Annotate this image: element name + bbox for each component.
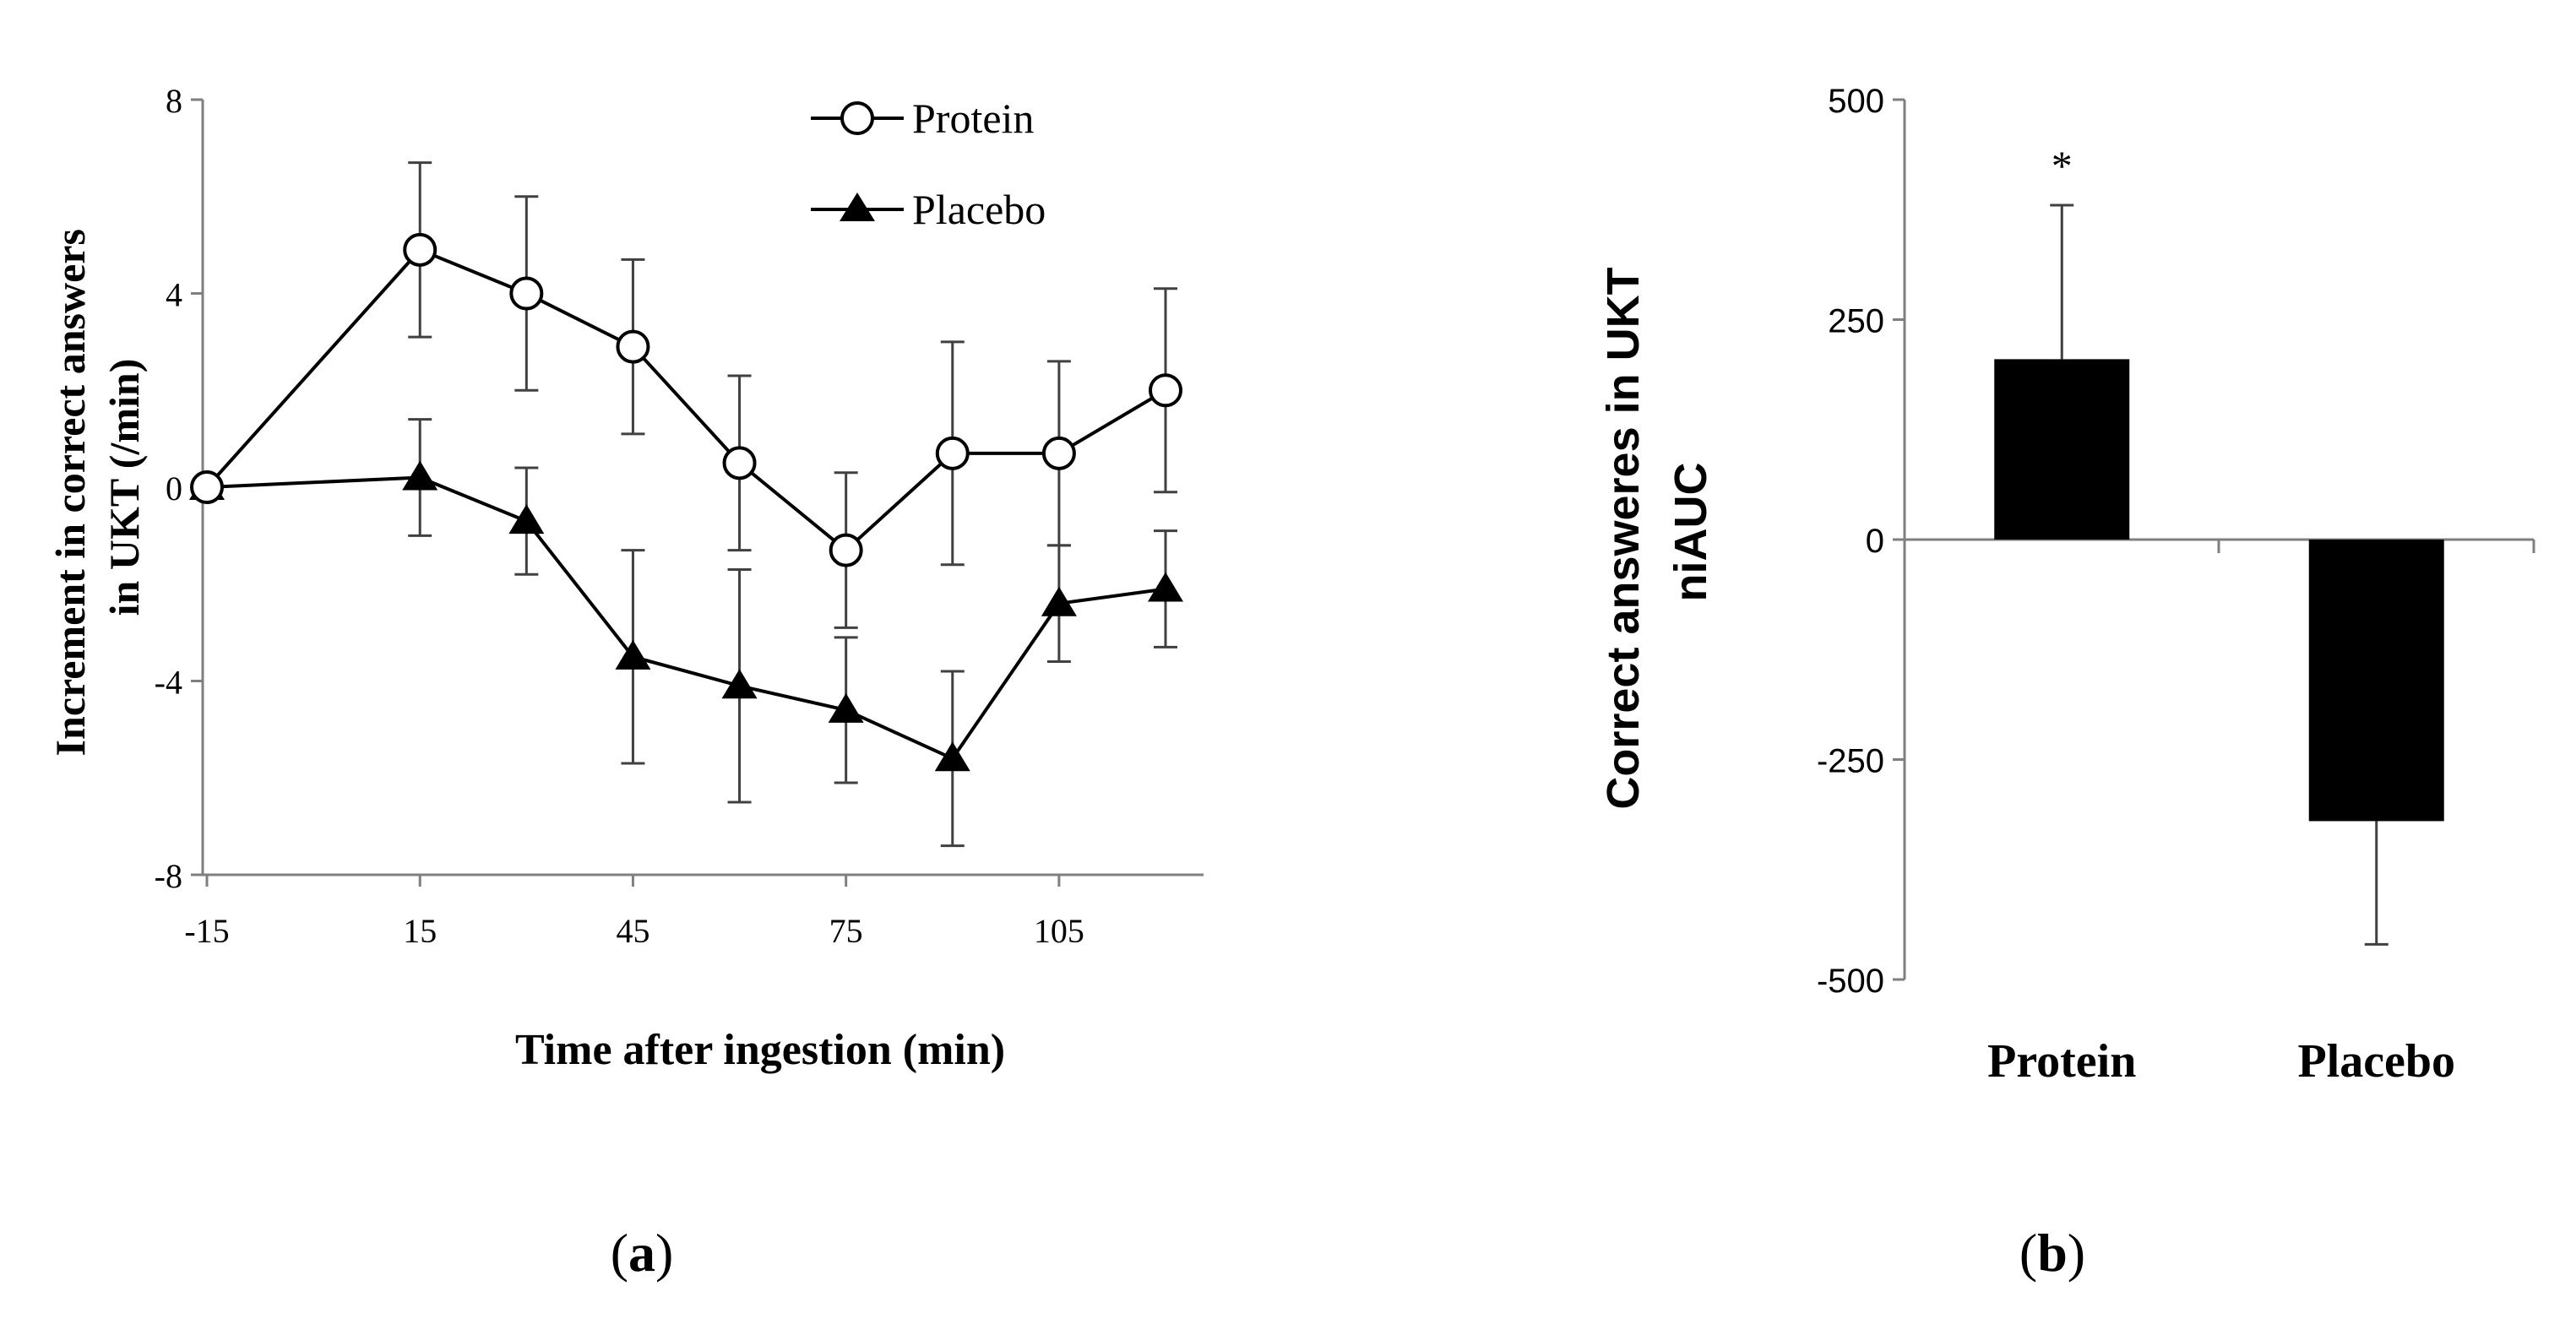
data-point-placebo (934, 741, 970, 772)
bar-chart-category-labels: Protein Placebo (1987, 1035, 2455, 1088)
bar-category-label-protein: Protein (1987, 1035, 2136, 1088)
data-point-placebo (1041, 586, 1077, 616)
line-chart-panel: -8 -4 0 4 8 -15 15 45 75 105 Protein Placebo Tim… (46, 82, 1204, 1283)
x-tick-label: 75 (829, 912, 863, 950)
data-point-protein (190, 470, 224, 504)
line-chart-series (189, 161, 1183, 848)
y-tick-label: 8 (166, 82, 182, 120)
data-point-protein (829, 533, 863, 567)
series-line-protein (205, 247, 1167, 553)
significance-marker-protein: * (2052, 142, 2073, 189)
panel-a-label-open: ( (611, 1223, 628, 1283)
data-point-protein (935, 436, 970, 470)
panel-b-label-letter: b (2037, 1223, 2068, 1283)
y-tick-label: 0 (166, 469, 182, 507)
data-point-protein (722, 446, 757, 480)
line-chart-y-ticks: -8 -4 0 4 8 (155, 82, 203, 895)
data-point-placebo (402, 460, 438, 491)
bar-y-tick-label: -250 (1817, 743, 1884, 780)
line-chart-y-label: Increment in correct answers in UKT (/mi… (46, 219, 148, 757)
bar-chart-y-label-line-1: Correct answeres in UKT (1598, 267, 1649, 809)
bar-placebo (2308, 540, 2444, 822)
panel-b-label: (b) (2019, 1223, 2085, 1283)
legend-item-protein: Protein (811, 95, 1034, 142)
bar-y-tick-label: -500 (1817, 963, 1884, 1000)
y-tick-label: -8 (155, 857, 182, 895)
line-chart-y-label-line-2: in UKT (/min) (101, 359, 148, 616)
bar-chart-y-label: Correct answeres in UKT niAUC (1598, 254, 1716, 809)
panel-a-label-letter: a (628, 1223, 655, 1283)
series-line-placebo (206, 475, 1166, 761)
data-point-protein (1041, 436, 1076, 470)
x-tick-label: 45 (616, 912, 649, 950)
series-protein (190, 161, 1182, 629)
data-point-protein (1149, 373, 1182, 408)
bar-chart-y-label-line-2: niAUC (1666, 463, 1716, 602)
x-tick-label: 105 (1034, 912, 1084, 950)
panel-b-label-close: ) (2068, 1223, 2085, 1283)
legend-item-placebo: Placebo (811, 186, 1046, 233)
bar-chart-y-ticks: -500 -250 0 250 500 (1817, 83, 1905, 1000)
bar-protein (1994, 359, 2130, 540)
x-tick-label: -15 (184, 912, 229, 950)
y-tick-label: 4 (166, 276, 182, 314)
legend-placebo-label: Placebo (912, 186, 1046, 233)
data-point-placebo (828, 692, 864, 723)
bar-chart-bars: * (1994, 142, 2444, 946)
legend-protein-label: Protein (912, 95, 1034, 142)
line-chart-x-ticks: -15 15 45 75 105 (184, 875, 1084, 950)
panel-a-label-close: ) (655, 1223, 673, 1283)
panel-b-label-open: ( (2019, 1223, 2037, 1283)
bar-y-tick-label: 250 (1828, 303, 1884, 340)
line-chart-legend: Protein Placebo (811, 95, 1046, 233)
data-point-protein (616, 329, 650, 364)
bar-y-tick-label: 500 (1828, 83, 1884, 120)
line-chart-y-label-line-1: Increment in correct answers (46, 229, 94, 756)
data-point-protein (509, 276, 544, 311)
data-point-placebo (1148, 572, 1183, 602)
x-tick-label: 15 (403, 912, 437, 950)
data-point-protein (403, 232, 437, 267)
y-tick-label: -4 (155, 664, 182, 702)
bar-category-label-placebo: Placebo (2297, 1035, 2455, 1088)
panel-a-label: (a) (611, 1223, 674, 1283)
line-chart-x-label: Time after ingestion (min) (515, 1026, 1005, 1074)
legend-placebo-marker (840, 193, 875, 221)
data-point-placebo (508, 504, 545, 535)
series-placebo (189, 418, 1183, 848)
legend-protein-marker (840, 101, 874, 135)
data-point-placebo (615, 639, 651, 670)
data-point-placebo (721, 669, 758, 699)
bar-chart-panel: -500 -250 0 250 500 * Protein Placebo Correct… (1598, 83, 2535, 1283)
bar-y-tick-label: 0 (1866, 523, 1884, 560)
